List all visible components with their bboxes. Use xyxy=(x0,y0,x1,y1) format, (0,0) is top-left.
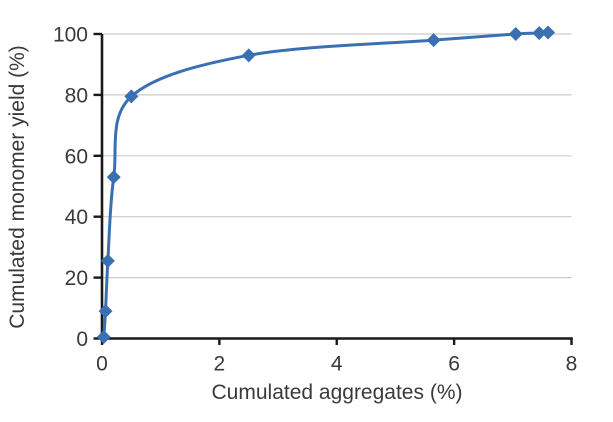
data-point-marker-5 xyxy=(241,48,256,63)
y-axis-title: Cumulated monomer yield (%) xyxy=(6,45,29,329)
tick-labels: 0 20 40 60 80 100 0 2 4 6 8 xyxy=(53,24,577,376)
y-tick-label-60: 60 xyxy=(65,145,88,168)
y-tick-label-80: 80 xyxy=(65,84,88,107)
y-tick-label-20: 20 xyxy=(65,267,88,290)
y-tick-label-0: 0 xyxy=(76,328,88,351)
data-point-marker-1 xyxy=(98,304,113,319)
series-line xyxy=(102,30,550,339)
y-tick-label-100: 100 xyxy=(53,24,88,47)
data-point-marker-2 xyxy=(100,253,115,268)
x-tick-label-8: 8 xyxy=(566,353,578,376)
axes xyxy=(93,32,573,345)
x-tick-label-6: 6 xyxy=(448,353,460,376)
data-point-marker-4 xyxy=(124,89,139,104)
data-point-marker-3 xyxy=(106,170,121,185)
data-point-marker-6 xyxy=(426,33,441,48)
x-tick-label-2: 2 xyxy=(214,353,226,376)
x-tick-label-4: 4 xyxy=(331,353,343,376)
data-point-marker-9 xyxy=(541,25,556,40)
data-point-marker-7 xyxy=(508,27,523,41)
x-axis-title: Cumulated aggregates (%) xyxy=(212,381,463,404)
x-tick-label-0: 0 xyxy=(96,353,108,376)
data-point-marker-0 xyxy=(96,329,111,344)
data-series xyxy=(96,25,556,344)
y-tick-label-40: 40 xyxy=(65,206,88,229)
gridlines xyxy=(102,33,572,279)
data-point-marker-8 xyxy=(532,26,547,41)
